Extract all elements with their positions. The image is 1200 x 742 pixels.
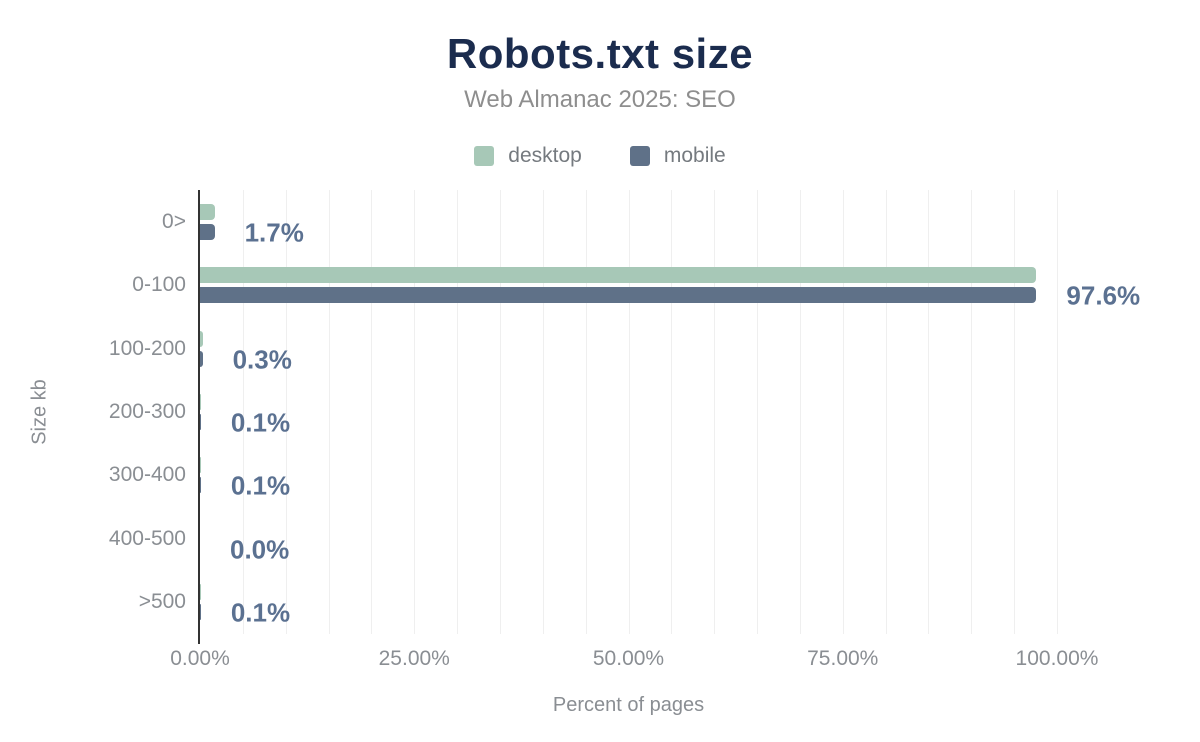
x-axis-labels: 0.00% 25.00% 50.00% 75.00% 100.00% — [170, 647, 1098, 673]
category-label-6: >500 — [138, 590, 186, 614]
gridline — [542, 190, 544, 634]
gridline — [285, 190, 287, 634]
legend: desktop mobile — [0, 141, 1200, 171]
legend-swatch-mobile — [629, 146, 650, 166]
gridline — [799, 190, 801, 634]
legend-item-mobile[interactable]: mobile — [629, 144, 726, 168]
value-label-0: 1.7% — [244, 217, 304, 248]
gridline — [671, 190, 673, 634]
x-tick-3: 75.00% — [807, 647, 879, 670]
category-label-4: 300-400 — [108, 463, 186, 487]
bar-desktop-2[interactable] — [200, 330, 203, 347]
bar-mobile-0[interactable] — [200, 223, 215, 240]
bar-desktop-4[interactable] — [200, 457, 201, 474]
category-label-3: 200-300 — [108, 400, 186, 423]
category-label-0: 0> — [162, 209, 186, 233]
gridline — [714, 190, 716, 634]
bar-mobile-4[interactable] — [200, 477, 201, 494]
gridline — [371, 190, 373, 634]
x-tick-1: 25.00% — [378, 647, 450, 670]
value-label-2: 0.3% — [232, 344, 292, 375]
gridline — [1014, 190, 1016, 634]
bar-desktop-0[interactable] — [200, 203, 215, 220]
value-label-4: 0.1% — [230, 470, 291, 501]
category-label-2: 100-200 — [108, 336, 186, 360]
bar-mobile-2[interactable] — [200, 350, 203, 367]
value-label-3: 0.1% — [230, 407, 291, 438]
value-label-5: 0.0% — [230, 534, 290, 565]
gridline — [328, 190, 330, 634]
bar-desktop-6[interactable] — [200, 584, 201, 601]
x-tick-0: 0.00% — [170, 647, 230, 670]
bar-mobile-6[interactable] — [200, 604, 201, 621]
y-axis-labels: 0> 0-100 100-200 200-300 300-400 400-500 >500 — [0, 190, 186, 634]
gridline — [928, 190, 930, 634]
plot-area: 1.7% 97.6% 0.3% 0.1% 0.1% 0.0% 0.1% — [198, 190, 1140, 644]
gridline — [628, 190, 630, 634]
gridline — [842, 190, 844, 634]
value-label-1: 97.6% — [1066, 280, 1141, 311]
gridline — [414, 190, 416, 634]
bar-desktop-1[interactable] — [200, 267, 1036, 284]
gridline — [971, 190, 973, 634]
gridline — [585, 190, 587, 634]
bar-mobile-3[interactable] — [200, 414, 201, 430]
gridline — [457, 190, 459, 634]
legend-item-desktop[interactable]: desktop — [474, 144, 582, 168]
chart-title: Robots.txt size — [446, 30, 754, 77]
x-tick-2: 50.00% — [592, 647, 665, 670]
legend-swatch-desktop — [474, 146, 495, 166]
legend-label-desktop: desktop — [508, 144, 582, 167]
value-label-6: 0.1% — [230, 597, 291, 628]
gridline — [757, 190, 759, 634]
category-label-1: 0-100 — [132, 273, 186, 297]
bar-desktop-3[interactable] — [200, 394, 201, 410]
legend-label-mobile: mobile — [663, 144, 726, 167]
x-axis-title: Percent of pages — [552, 694, 705, 716]
gridline — [885, 190, 887, 634]
bar-mobile-1[interactable] — [200, 287, 1037, 304]
gridline — [1057, 190, 1058, 634]
y-axis-line — [198, 190, 200, 644]
x-tick-4: 100.00% — [1015, 647, 1099, 670]
category-label-5: 400-500 — [108, 526, 186, 550]
chart-subtitle: Web Almanac 2025: SEO — [464, 86, 736, 113]
gridline — [242, 190, 244, 634]
gridline — [499, 190, 501, 634]
